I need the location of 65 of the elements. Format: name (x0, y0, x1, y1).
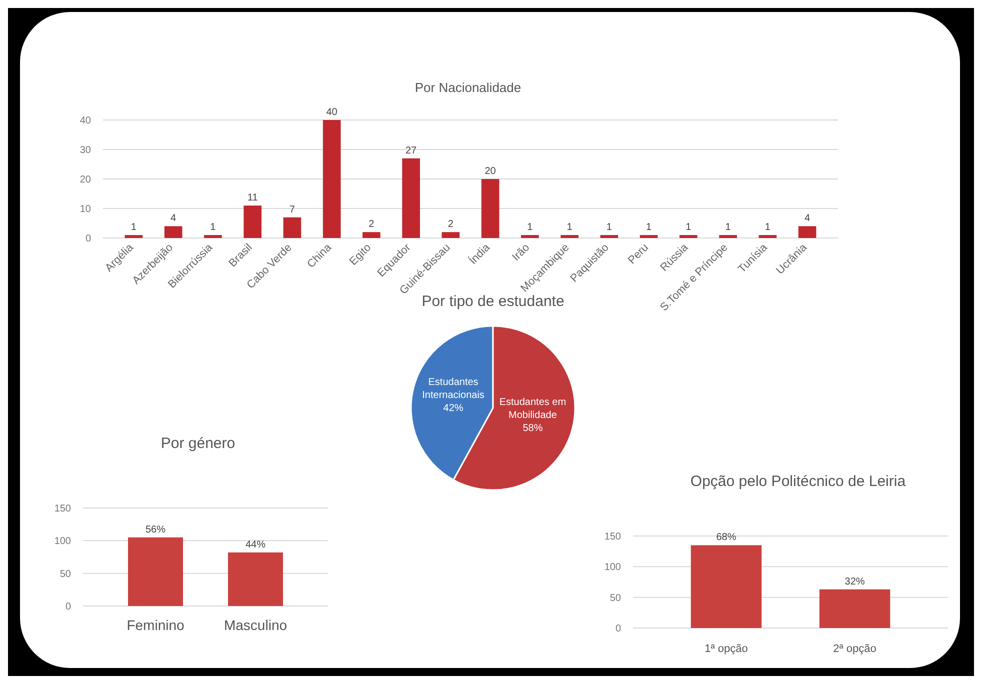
y-tick-label: 30 (80, 145, 92, 156)
bar (798, 226, 816, 238)
bar (719, 235, 737, 238)
x-tick-label: 1ª opção (704, 643, 748, 655)
data-label: 20 (484, 166, 496, 177)
data-label: 1 (686, 222, 692, 234)
data-label: 1 (646, 222, 652, 234)
data-label: 4 (170, 213, 177, 224)
y-tick-label: 10 (80, 204, 92, 215)
x-tick-label: 2ª opção (833, 643, 876, 655)
bar (442, 232, 460, 238)
bar (600, 235, 618, 238)
bar (164, 226, 182, 238)
y-tick-label: 150 (54, 504, 72, 514)
data-label: 40 (326, 107, 338, 118)
bar (283, 217, 302, 238)
y-tick-label: 40 (80, 116, 92, 126)
x-tick-label: Masculino (224, 617, 288, 633)
data-label: 1 (606, 222, 612, 234)
data-label: 58% (522, 423, 543, 434)
chart-title: Por género (160, 435, 236, 452)
annotation: 56% (145, 524, 166, 536)
data-label: 1 (566, 222, 573, 234)
chart-title: Por Nacionalidade (414, 80, 522, 95)
annotation: 68% (716, 532, 736, 544)
data-label: 27 (406, 145, 418, 156)
bar (481, 179, 500, 238)
slice-label: Estudantes em Mobilidade (499, 397, 566, 422)
data-label: 1 (527, 222, 534, 234)
y-tick-label: 100 (604, 562, 622, 574)
bar (560, 235, 578, 238)
y-tick-label: 0 (85, 234, 92, 244)
data-label: 2 (448, 219, 454, 230)
annotation: 44% (245, 539, 266, 550)
y-tick-label: 100 (54, 536, 72, 548)
y-tick-label: 50 (610, 592, 622, 604)
data-label: 2 (368, 219, 375, 230)
y-tick-label: 150 (604, 532, 622, 542)
y-tick-label: 50 (60, 568, 72, 580)
data-label: 1 (210, 222, 216, 234)
bar (521, 235, 539, 238)
data-label: 11 (247, 192, 258, 204)
bar (758, 235, 777, 238)
bar (362, 232, 380, 238)
chart-title: Por tipo de estudante (422, 293, 564, 310)
data-label: 1 (764, 222, 771, 234)
bar (402, 158, 420, 238)
y-tick-label: 0 (65, 602, 72, 612)
bar (322, 120, 341, 238)
bar (124, 235, 143, 238)
y-tick-label: 20 (80, 174, 92, 186)
bar (204, 235, 222, 238)
data-label: 4 (804, 213, 811, 224)
data-label: 1 (130, 222, 137, 234)
annotation: 32% (844, 576, 865, 588)
bar (680, 235, 698, 238)
bar (640, 235, 658, 238)
data-label: 1 (725, 222, 732, 234)
data-label: 42% (443, 402, 464, 414)
data-label: 7 (289, 204, 296, 216)
bar (244, 206, 262, 238)
y-tick-label: 0 (615, 624, 622, 634)
chart-title: Opção pelo Politécnico de Leiria (690, 473, 906, 490)
slice-label: Estudantes Internacionais (422, 376, 484, 401)
x-tick-label: Feminino (126, 617, 184, 633)
